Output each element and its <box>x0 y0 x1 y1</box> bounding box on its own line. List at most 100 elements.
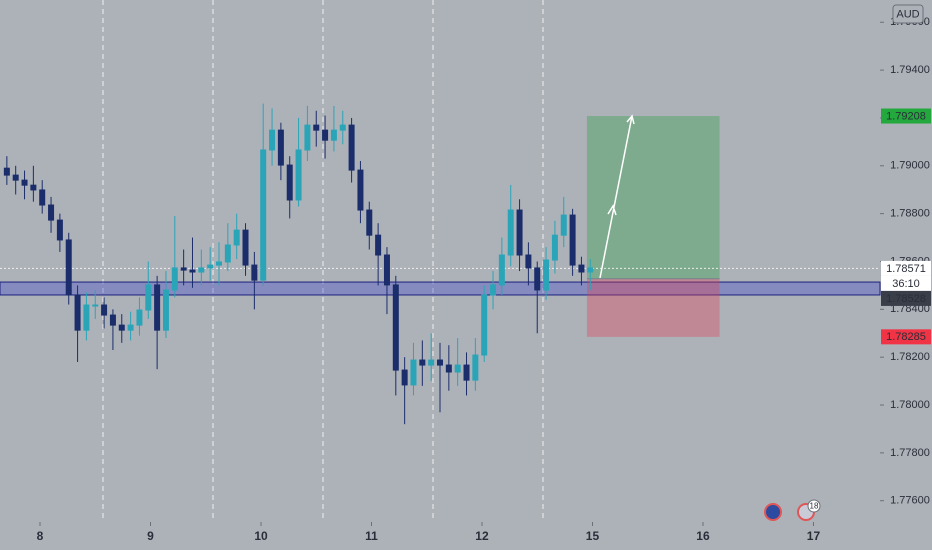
entry-price-label: 1.78528 <box>886 293 926 305</box>
y-tick-label: 1.79000 <box>890 160 930 172</box>
currency-box[interactable] <box>892 4 924 24</box>
candle-body <box>39 189 46 206</box>
candle-body <box>74 294 81 331</box>
y-tick-label: 1.77600 <box>890 495 930 507</box>
candle-body <box>445 364 452 373</box>
countdown-label-box <box>881 275 931 291</box>
candle-body <box>65 239 72 296</box>
candle-body <box>12 174 19 181</box>
candle-body <box>401 369 408 386</box>
target-price-label-box <box>881 108 931 124</box>
candle-body <box>437 359 443 366</box>
countdown-label: 36:10 <box>892 278 920 290</box>
candle-body <box>419 359 426 366</box>
candle-body <box>375 234 382 256</box>
session-separators <box>102 0 544 522</box>
currency-label: AUD <box>896 8 919 20</box>
y-tick-label: 1.78800 <box>890 208 930 220</box>
target-area <box>586 116 720 279</box>
candle-body <box>277 129 284 166</box>
candle-body <box>366 209 373 236</box>
candle-body <box>322 129 329 141</box>
x-tick-label: 17 <box>807 529 821 543</box>
candle-body <box>56 219 63 241</box>
candle-body <box>472 354 479 381</box>
candle-body <box>560 214 567 236</box>
x-tick-label: 15 <box>586 529 600 543</box>
candle-body <box>357 169 364 211</box>
arrow-line <box>599 115 633 279</box>
candle-body <box>21 179 28 186</box>
candle-body <box>383 254 390 286</box>
candle-body <box>30 184 37 191</box>
candle-body <box>313 124 320 131</box>
candle-body <box>534 267 541 291</box>
candle-body <box>348 124 355 171</box>
x-tick-label: 9 <box>147 529 154 543</box>
candles <box>3 103 594 425</box>
candle-body <box>180 267 187 271</box>
price-labels: 1.79208 1.78285 1.78571 36:10 1.78528 <box>881 108 931 345</box>
candle-body <box>109 314 116 326</box>
event-flag[interactable] <box>764 503 782 521</box>
arrow-head <box>626 114 635 125</box>
candle-body <box>587 267 594 273</box>
y-tick-label: 1.79400 <box>890 64 930 76</box>
candle-body <box>578 264 585 273</box>
candle-body <box>410 359 417 386</box>
zones <box>0 116 881 337</box>
y-tick-label: 1.78000 <box>890 399 930 411</box>
candle-body <box>516 209 523 256</box>
candle-body <box>101 304 108 316</box>
candle-body <box>481 294 488 356</box>
candle-body <box>454 364 461 373</box>
candle-body <box>189 269 196 273</box>
x-tick-label: 11 <box>365 529 378 543</box>
candle-body <box>295 149 302 201</box>
candle-body <box>216 261 223 266</box>
candle-body <box>260 149 267 281</box>
candle-body <box>154 284 161 331</box>
candle-body <box>198 267 205 273</box>
candle-body <box>251 264 258 281</box>
candle-body <box>463 364 470 381</box>
entry-price-label-box <box>881 290 931 306</box>
candle-body <box>145 284 152 311</box>
candle-body <box>490 284 497 296</box>
candle-body <box>233 229 240 246</box>
stop-price-label: 1.78285 <box>886 331 926 343</box>
last-price-label-box <box>881 260 931 276</box>
x-tick-label: 16 <box>696 529 710 543</box>
candle-body <box>92 304 99 307</box>
candle-body <box>136 309 143 326</box>
candle-body <box>48 204 55 221</box>
candle-body <box>162 289 169 331</box>
candle-body <box>118 324 125 331</box>
stop-price-label-box <box>881 329 931 345</box>
y-tick-label: 1.77800 <box>890 447 930 459</box>
candle-body <box>498 254 505 286</box>
candle-body <box>242 229 249 266</box>
candle-body <box>171 267 178 291</box>
support-zone <box>0 281 881 296</box>
x-tick-label: 10 <box>254 529 268 543</box>
event-count: 18 <box>810 502 819 511</box>
candle-body <box>224 244 231 263</box>
last-price-label: 1.78571 <box>886 263 926 275</box>
candle-body <box>569 214 576 266</box>
candle-body <box>304 124 311 151</box>
candle-body <box>525 254 532 269</box>
candle-body <box>286 164 293 201</box>
candle-body <box>269 129 276 151</box>
candle-body <box>543 259 550 291</box>
arrow-head <box>607 204 617 216</box>
event-badge <box>807 499 821 513</box>
candle-body <box>3 167 10 176</box>
candle-body <box>551 234 558 261</box>
candle-body <box>127 324 134 331</box>
candle-body <box>330 129 337 141</box>
y-tick-label: 1.78400 <box>890 303 930 315</box>
candle-body <box>428 359 435 366</box>
